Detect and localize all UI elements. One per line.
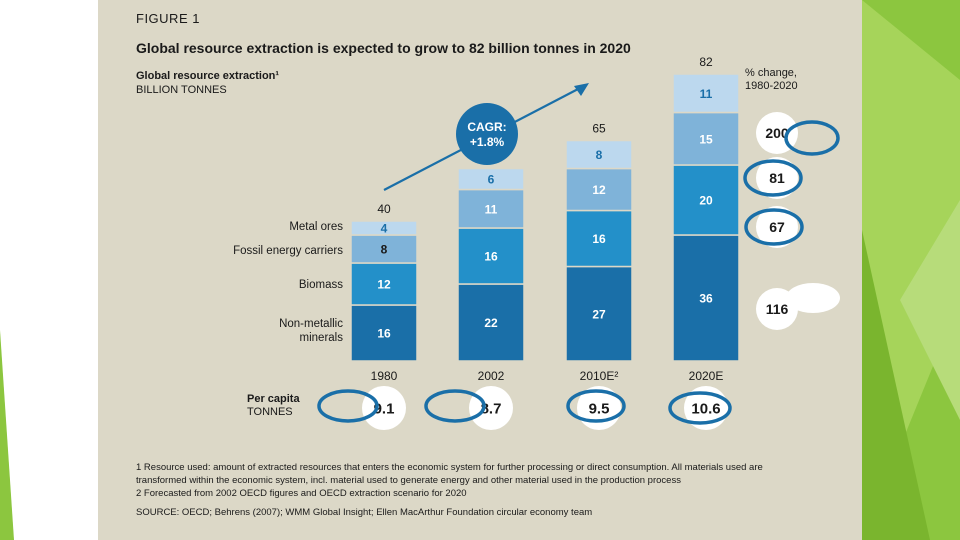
per-capita-value: 8.7 (481, 401, 502, 418)
chart-subtitle: Global resource extraction¹ (136, 70, 280, 82)
bar-segment-non-metallic-minerals (565, 265, 633, 362)
bar-value-label: 16 (592, 232, 606, 246)
bar-segment-non-metallic-minerals (672, 234, 740, 362)
bar-value-label: 27 (592, 307, 606, 321)
bar-segment-biomass (565, 209, 633, 268)
chart-unit: BILLION TONNES (136, 84, 227, 96)
per-capita-value: 9.1 (374, 401, 395, 418)
bar-value-label: 15 (699, 132, 713, 146)
left-green-shard (0, 330, 14, 540)
legend-label: Fossil energy carriers (233, 245, 343, 257)
footnote-1b: transformed within the economic system, … (136, 475, 681, 486)
bar-segment-fossil-energy-carriers (457, 188, 525, 229)
bar-segment-fossil-energy-carriers (672, 111, 740, 166)
per-capita-value: 10.6 (691, 401, 720, 418)
bar-total-label: 82 (699, 55, 713, 69)
bar-value-label: 20 (699, 194, 713, 208)
bar-value-label: 16 (484, 250, 498, 264)
annotation-ellipse (566, 389, 626, 423)
source-note: SOURCE: OECD; Behrens (2007); WMM Global… (136, 507, 593, 518)
bar-value-label: 12 (377, 278, 391, 292)
pct-change-value: 67 (769, 219, 785, 235)
pct-change-value: 116 (766, 301, 789, 317)
legend-label: Non-metallic (279, 318, 343, 330)
legend-label: minerals (300, 332, 344, 344)
bar-segment-fossil-energy-carriers (565, 167, 633, 212)
annotation-blank-ellipse (786, 283, 840, 313)
footnote-1: 1 Resource used: amount of extracted res… (136, 462, 763, 473)
pct-change-value: 200 (765, 125, 789, 141)
annotation-ellipse (668, 391, 732, 425)
category-label: 1980 (371, 369, 398, 383)
figure-title: Global resource extraction is expected t… (136, 40, 631, 56)
bar-segment-metal-ores (350, 220, 418, 236)
pct-change-value: 81 (769, 170, 785, 186)
pct-change-header: % change, 1980-2020 (745, 67, 798, 92)
bar-value-label: 11 (700, 87, 713, 101)
per-capita-value: 9.5 (589, 401, 610, 418)
annotation-ellipse (317, 389, 379, 423)
annotation-ellipse (424, 389, 486, 423)
bar-segment-metal-ores (672, 73, 740, 114)
bar-value-label: 12 (592, 183, 606, 197)
bar-total-label: 40 (377, 202, 391, 216)
cagr-badge (456, 103, 518, 165)
bar-value-label: 4 (381, 222, 388, 236)
cagr-label: CAGR: (467, 120, 506, 134)
bar-value-label: 16 (377, 327, 391, 341)
annotation-ellipse (744, 208, 804, 246)
right-green-shard-pale (900, 200, 960, 420)
bar-segment-fossil-energy-carriers (350, 234, 418, 264)
bar-total-label: 65 (592, 122, 606, 136)
legend-label: Biomass (299, 279, 343, 291)
bar-value-label: 8 (596, 148, 603, 162)
cagr-value: +1.8% (470, 135, 505, 149)
legend-label: Metal ores (289, 221, 343, 233)
bar-segment-non-metallic-minerals (350, 304, 418, 362)
bar-segment-biomass (457, 227, 525, 285)
category-label: 2010E² (580, 369, 619, 383)
per-capita-unit: TONNES (247, 406, 293, 418)
annotation-ellipse (743, 159, 803, 197)
bar-value-label: 6 (488, 173, 495, 187)
bar-segment-metal-ores (457, 167, 525, 191)
category-label: 2002 (478, 369, 505, 383)
annotation-ellipse (784, 120, 840, 156)
bar-segment-metal-ores (565, 139, 633, 170)
bar-value-label: 8 (381, 243, 388, 257)
right-green-shard-dark (862, 230, 930, 540)
category-label: 2020E (689, 369, 724, 383)
cagr-arrowhead (574, 83, 589, 96)
bar-value-label: 22 (484, 316, 498, 330)
bar-value-label: 36 (699, 292, 713, 306)
pct-change-bubble (756, 206, 798, 248)
bar-segment-biomass (672, 164, 740, 236)
per-capita-label: Per capita (247, 393, 300, 405)
figure-label: FIGURE 1 (136, 11, 200, 26)
bar-value-label: 11 (485, 202, 498, 216)
pct-change-bubble (756, 157, 798, 199)
bar-segment-biomass (350, 262, 418, 306)
footnote-2: 2 Forecasted from 2002 OECD figures and … (136, 488, 467, 499)
